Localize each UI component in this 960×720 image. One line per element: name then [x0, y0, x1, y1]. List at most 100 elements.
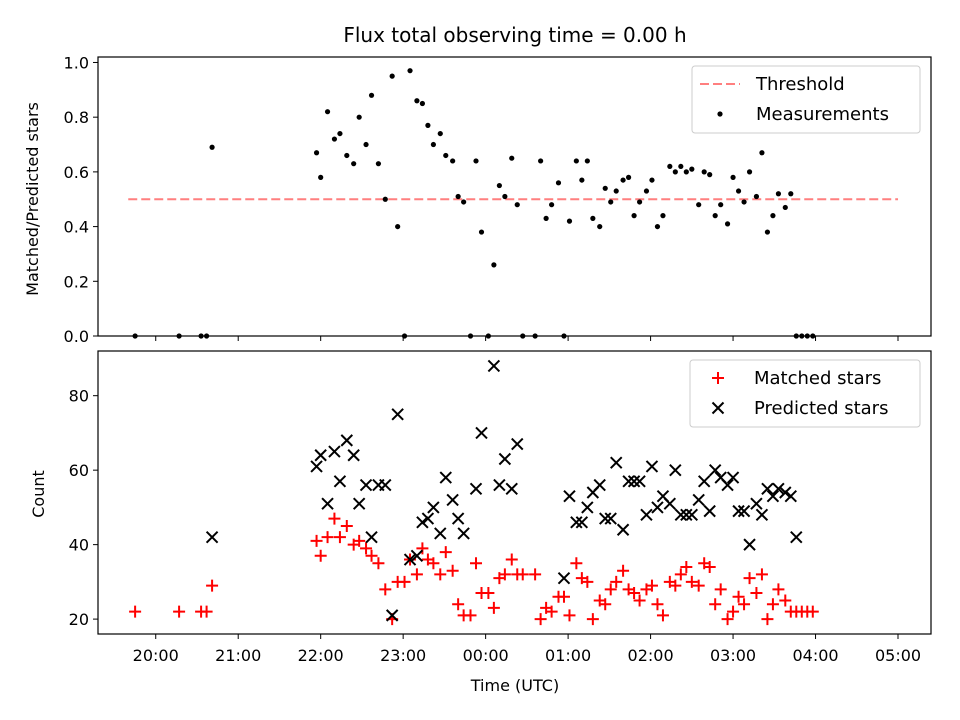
measurements-point [318, 174, 324, 180]
measurements-point [430, 141, 436, 148]
matched-stars-point [563, 609, 576, 622]
matched-stars-point [557, 590, 570, 603]
measurements-point [753, 193, 760, 200]
matched-stars-point [446, 564, 459, 577]
measurements-point [597, 223, 603, 230]
x-tick-label: 23:00 [380, 646, 426, 665]
measurements-point [566, 218, 573, 224]
measurements-point [602, 185, 608, 191]
x-tick-label: 02:00 [628, 646, 674, 665]
predicted-stars-point [570, 516, 583, 529]
predicted-stars-point [410, 549, 424, 563]
legend-predicted-stars-swatch [711, 401, 725, 415]
matched-stars-point [529, 568, 542, 581]
predicted-stars-point [352, 497, 366, 510]
x-tick-label: 21:00 [215, 646, 261, 665]
bottom-y-tick-label: 40 [69, 536, 89, 555]
predicted-stars-point [365, 530, 378, 544]
measurements-point [625, 174, 632, 180]
matched-stars-point [129, 605, 142, 618]
legend-label: Measurements [756, 104, 889, 125]
predicted-stars-point [616, 523, 630, 536]
predicted-stars-point [610, 456, 623, 469]
measurements-point [701, 169, 707, 175]
measurements-point [735, 188, 742, 194]
matched-stars-point [505, 553, 518, 566]
predicted-stars-point [627, 475, 641, 488]
predicted-stars-point [416, 516, 429, 529]
matched-stars-point [314, 549, 327, 562]
measurements-point [770, 213, 776, 219]
measurements-point [643, 188, 650, 194]
measurements-point [683, 169, 689, 175]
predicted-stars-point [732, 504, 745, 518]
x-tick-label: 22:00 [298, 646, 344, 665]
predicted-stars-point [640, 508, 653, 522]
x-tick-label: 00:00 [463, 646, 509, 665]
matched-stars-point [674, 568, 687, 581]
bottom-y-tick-label: 20 [69, 610, 89, 629]
measurements-point [724, 221, 731, 227]
predicted-stars-point [779, 486, 792, 499]
matched-stars-point [360, 542, 373, 555]
matched-stars-point [200, 605, 213, 618]
matched-stars-point [651, 598, 664, 611]
predicted-stars-point [505, 482, 518, 495]
predicted-stars-point [663, 497, 677, 510]
predicted-stars-point [385, 609, 399, 622]
measurements-point [631, 213, 637, 219]
matched-stars-point [743, 572, 756, 585]
measurements-point [375, 161, 382, 167]
predicted-stars-point [737, 504, 751, 518]
matched-stars-point [680, 560, 693, 573]
measurements-point [443, 152, 449, 159]
measurements-point [532, 333, 538, 339]
predicted-stars-point [604, 512, 617, 525]
measurements-point [132, 333, 138, 339]
matched-stars-point [669, 579, 682, 592]
matched-stars-point [772, 583, 785, 596]
measurements-point [775, 191, 782, 197]
x-tick-label: 03:00 [710, 646, 756, 665]
measurements-point [804, 333, 810, 339]
measurements-point [649, 177, 655, 183]
matched-stars-point [452, 598, 465, 611]
top-plot-frame [97, 56, 932, 337]
predicted-stars-point [622, 475, 635, 488]
bottom-y-axis-label: Count [29, 470, 48, 518]
bottom-y-tick-label: 80 [69, 387, 89, 406]
predicted-stars-point [557, 571, 571, 585]
matched-stars-point [727, 605, 740, 618]
measurements-point [331, 136, 338, 142]
measurements-point [654, 223, 661, 230]
top-y-tick-label: 1.0 [64, 53, 89, 72]
matched-stars-point [206, 579, 219, 592]
predicted-stars-point [645, 460, 659, 473]
measurements-point [382, 196, 388, 202]
predicted-stars-point [340, 434, 354, 447]
measurements-point [509, 155, 515, 161]
predicted-stars-point [391, 408, 404, 421]
measurements-point [782, 204, 788, 211]
matched-stars-point [755, 568, 768, 581]
measurements-point [389, 73, 395, 79]
predicted-stars-point [593, 478, 606, 492]
matched-stars-point [732, 590, 745, 603]
measurements-point [313, 150, 320, 156]
measurements-point [759, 150, 765, 156]
measurements-point [608, 199, 614, 205]
top-y-tick-label: 0.2 [64, 272, 89, 291]
matched-stars-point [487, 601, 500, 614]
measurements-point [337, 130, 343, 137]
x-axis-label: Time (UTC) [470, 676, 559, 695]
measurements-point [788, 191, 794, 197]
matched-stars-point [570, 557, 583, 570]
measurements-point [712, 213, 718, 219]
measurements-point [455, 193, 461, 200]
predicted-stars-point [403, 553, 417, 566]
predicted-stars-point [708, 463, 722, 477]
predicted-stars-point [721, 478, 734, 492]
predicted-stars-point [328, 445, 341, 458]
matched-stars-point [398, 575, 411, 588]
matched-stars-point [379, 583, 392, 596]
